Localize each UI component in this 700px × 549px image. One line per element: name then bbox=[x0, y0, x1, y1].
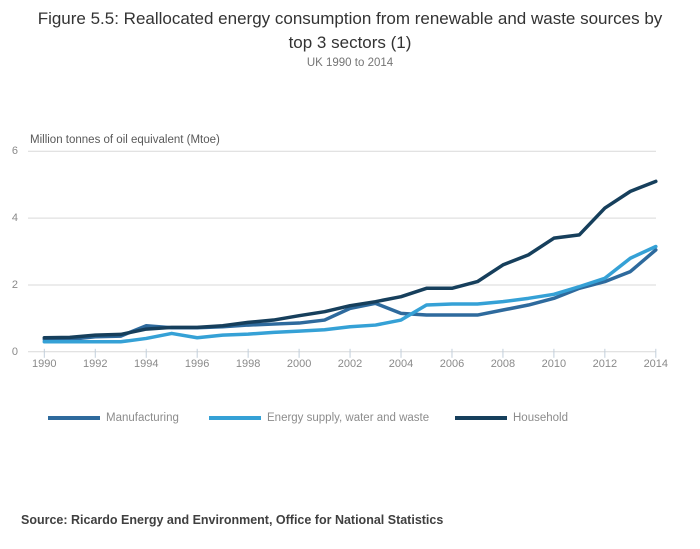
series-line-household bbox=[42, 179, 658, 340]
y-tick-label: 6 bbox=[11, 145, 18, 158]
line-chart bbox=[28, 150, 658, 358]
chart-title: Figure 5.5: Reallocated energy consumpti… bbox=[37, 9, 663, 52]
x-tick-label: 2004 bbox=[388, 358, 414, 370]
x-tick-label: 1992 bbox=[83, 358, 108, 370]
x-tick-label: 2000 bbox=[286, 358, 312, 370]
y-tick-label: 4 bbox=[11, 212, 18, 225]
y-tick-label: 0 bbox=[11, 345, 18, 358]
legend-label: Household bbox=[513, 412, 568, 424]
x-tick-label: 1996 bbox=[184, 358, 210, 370]
x-tick-label: 2014 bbox=[643, 358, 669, 370]
x-tick-label: 1990 bbox=[32, 358, 57, 370]
legend-label: Energy supply, water and waste bbox=[267, 412, 430, 424]
legend-swatch bbox=[209, 416, 261, 420]
x-tick-label: 2012 bbox=[592, 358, 618, 370]
x-tick-label: 1998 bbox=[235, 358, 261, 370]
y-axis-unit-label: Million tonnes of oil equivalent (Mtoe) bbox=[30, 134, 220, 146]
source-note: Source: Ricardo Energy and Environment, … bbox=[21, 513, 444, 527]
legend-swatch bbox=[48, 416, 100, 420]
x-tick-label: 2006 bbox=[439, 358, 465, 370]
legend-swatch bbox=[455, 416, 507, 420]
x-tick-label: 2002 bbox=[337, 358, 363, 370]
chart-subtitle: UK 1990 to 2014 bbox=[306, 57, 394, 69]
x-tick-label: 2008 bbox=[490, 358, 516, 370]
series-line-manufacturing bbox=[42, 248, 658, 342]
y-tick-label: 2 bbox=[11, 278, 18, 291]
x-tick-label: 2010 bbox=[541, 358, 567, 370]
x-tick-label: 1994 bbox=[133, 358, 159, 370]
legend-label: Manufacturing bbox=[106, 412, 179, 424]
series-line-energy-supply-water-and-waste bbox=[42, 244, 658, 344]
